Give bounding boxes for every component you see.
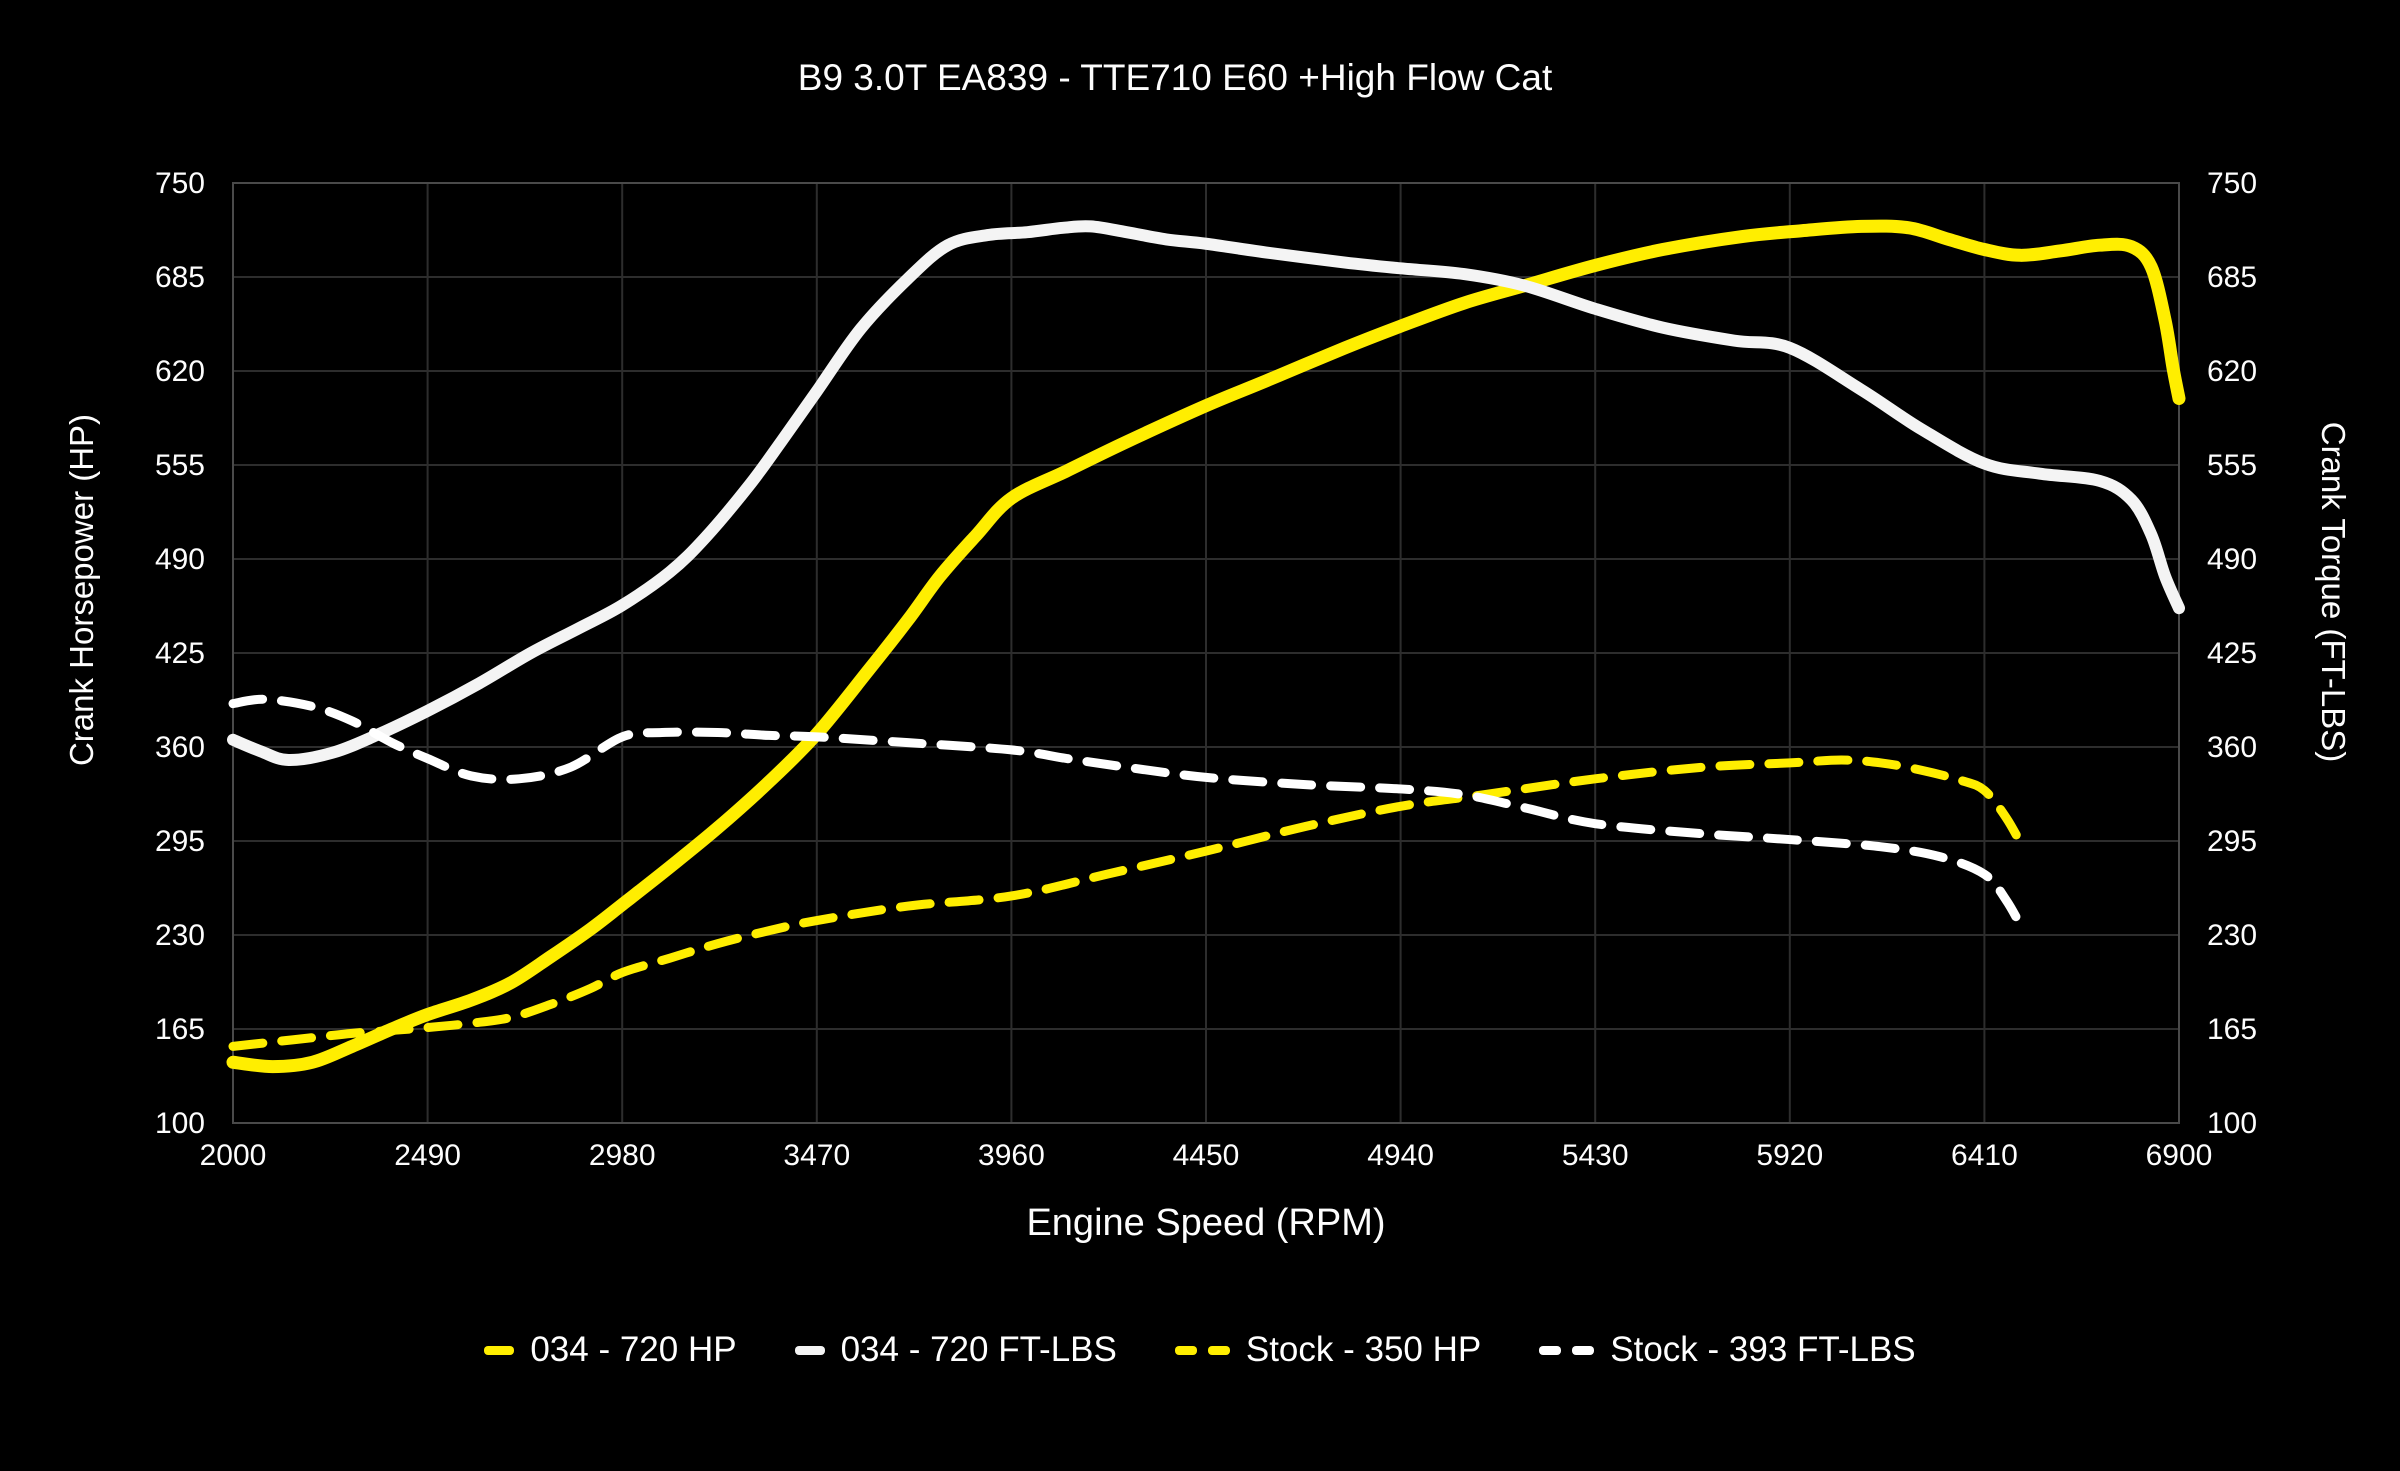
legend-dash (794, 1345, 825, 1355)
y-tick-label-left: 295 (155, 825, 205, 858)
y-tick-label-right: 555 (2207, 449, 2257, 482)
x-tick-label: 4940 (1367, 1139, 1434, 1172)
y-tick-label-left: 100 (155, 1107, 205, 1140)
chart-title: B9 3.0T EA839 - TTE710 E60 +High Flow Ca… (798, 57, 1553, 98)
legend-dash (1174, 1345, 1197, 1355)
y-tick-label-right: 295 (2207, 825, 2257, 858)
x-tick-label: 3470 (783, 1139, 850, 1172)
y-tick-label-left: 685 (155, 261, 205, 294)
x-tick-label: 3960 (978, 1139, 1045, 1172)
y-tick-label-right: 490 (2207, 543, 2257, 576)
x-tick-label: 2490 (394, 1139, 461, 1172)
y-tick-label-right: 230 (2207, 919, 2257, 952)
x-tick-label: 5920 (1756, 1139, 1823, 1172)
y-axis-label-left: Crank Horsepower (HP) (63, 414, 100, 766)
legend-item: 034 - 720 FT-LBS (794, 1330, 1117, 1370)
x-tick-label: 2000 (200, 1139, 267, 1172)
legend-solid-line-icon (794, 1345, 825, 1355)
curve-034-720-hp (226, 219, 2186, 1074)
curve-layer (226, 219, 2186, 1074)
legend-dash (1207, 1345, 1230, 1355)
grid-layer (232, 182, 2180, 1124)
y-axis-label-right: Crank Torque (FT-LBS) (2315, 422, 2352, 763)
x-tick-label: 4450 (1173, 1139, 1240, 1172)
x-tick-label: 5430 (1562, 1139, 1629, 1172)
x-axis-label: Engine Speed (RPM) (1026, 1202, 1385, 1244)
y-tick-label-right: 360 (2207, 731, 2257, 764)
legend-label: Stock - 393 FT-LBS (1610, 1330, 1916, 1369)
legend-item: Stock - 393 FT-LBS (1539, 1330, 1916, 1370)
legend-label: 034 - 720 HP (530, 1330, 737, 1369)
y-tick-label-right: 620 (2207, 355, 2257, 388)
chart-legend: 034 - 720 HP 034 - 720 FT-LBS Stock - 350 … (0, 1330, 2400, 1370)
y-tick-label-left: 360 (155, 731, 205, 764)
y-tick-label-left: 425 (155, 637, 205, 670)
legend-label: Stock - 350 HP (1245, 1330, 1482, 1369)
y-tick-label-right: 750 (2207, 167, 2257, 200)
y-tick-label-left: 490 (155, 543, 205, 576)
y-tick-label-left: 620 (155, 355, 205, 388)
y-tick-label-left: 165 (155, 1013, 205, 1046)
legend-dash (484, 1345, 515, 1355)
legend-dash (1539, 1345, 1562, 1355)
legend-item: Stock - 350 HP (1174, 1330, 1482, 1370)
y-tick-label-left: 230 (155, 919, 205, 952)
y-tick-label-left: 555 (155, 449, 205, 482)
legend-dashed-line-icon (1539, 1345, 1595, 1355)
curve-stock-350-hp (228, 755, 2029, 1051)
y-tick-label-right: 165 (2207, 1013, 2257, 1046)
y-tick-label-right: 685 (2207, 261, 2257, 294)
legend-item: 034 - 720 HP (484, 1330, 737, 1370)
y-tick-label-right: 425 (2207, 637, 2257, 670)
legend-label: 034 - 720 FT-LBS (840, 1330, 1117, 1369)
y-tick-label-left: 750 (155, 167, 205, 200)
plot-frame (232, 182, 2180, 1124)
curve-stock-393-ft-lbs (228, 694, 2029, 937)
x-tick-label: 6410 (1951, 1139, 2018, 1172)
tick-layer: 2000 2490 2980 3470 3960 4450 4940 5430 5920 6410… (155, 167, 2257, 1172)
legend-dashed-line-icon (1174, 1345, 1230, 1355)
y-tick-label-right: 100 (2207, 1107, 2257, 1140)
x-tick-label: 6900 (2146, 1139, 2213, 1172)
x-tick-label: 2980 (589, 1139, 656, 1172)
curve-034-720-ft-lbs (227, 220, 2185, 767)
legend-solid-line-icon (484, 1345, 515, 1355)
legend-dash (1572, 1345, 1595, 1355)
